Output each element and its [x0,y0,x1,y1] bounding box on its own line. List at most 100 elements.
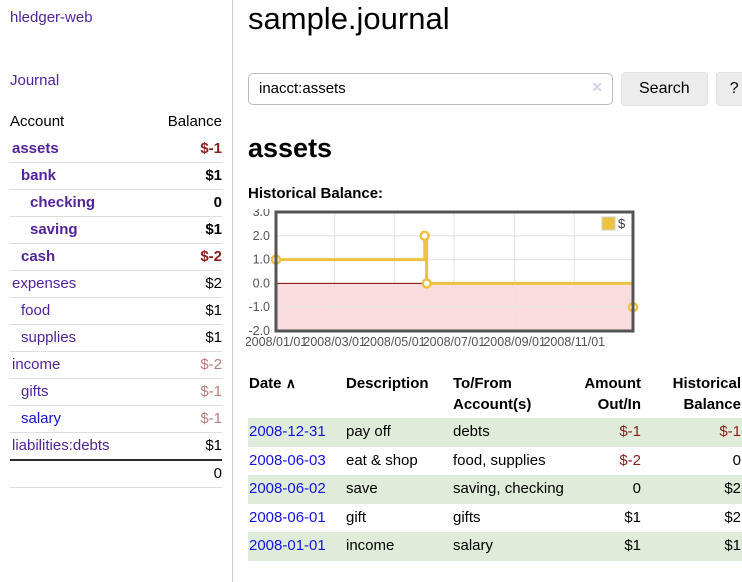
clear-search-icon[interactable]: ✕ [591,78,603,95]
account-row: checking 0 [10,189,222,217]
y-tick-label: -2.0 [248,324,270,338]
account-row: salary $-1 [10,405,222,433]
transaction-date-link[interactable]: 2008-06-01 [249,508,326,526]
register-row: 2008-01-01 income salary $1 $1 [248,532,742,561]
account-balance: $-2 [147,243,222,271]
register-description-cell: pay off [346,423,391,441]
account-row: income $-2 [10,351,222,379]
account-balance: $-2 [147,351,222,379]
transaction-date-link[interactable]: 2008-12-31 [249,423,326,441]
accounts-total-value: 0 [147,459,222,488]
account-cell: assets [10,136,148,163]
account-cell: gifts [10,378,148,406]
register-description-cell: income [346,537,395,555]
account-row: expenses $2 [10,270,222,298]
x-tick-label: 2008/11/01 [543,335,605,349]
account-balance: $-1 [147,136,222,163]
y-tick-label: 2.0 [253,229,270,243]
account-balance: $1 [147,324,222,352]
register-accounts-cell: gifts [453,508,481,526]
register-header-description: Description [345,371,452,419]
account-balance: $2 [147,270,222,298]
account-link[interactable]: bank [21,167,57,184]
register-row: 2008-12-31 pay off debts $-1 $-1 [248,418,742,447]
search-input[interactable] [248,72,613,105]
y-tick-label: 1.0 [253,252,270,266]
x-tick-label: 2008/07/01 [423,335,486,349]
account-balance: $-1 [147,378,222,406]
account-row: cash $-2 [10,243,222,271]
account-link[interactable]: income [12,356,61,373]
x-tick-label: 2008/01/01 [246,335,307,349]
register-row: 2008-06-02 save saving, checking 0 $2 [248,475,742,504]
register-accounts-cell: saving, checking [453,480,564,498]
legend-swatch [601,216,616,231]
account-link[interactable]: food [21,302,51,319]
account-link[interactable]: expenses [12,275,77,292]
account-link[interactable]: liabilities:debts [12,437,110,454]
sort-asc-icon[interactable]: ∧ [285,374,296,391]
account-row: food $1 [10,297,222,325]
account-balance: $1 [205,437,222,454]
register-date-cell: 2008-01-01 [248,532,345,561]
register-amount-cell: 0 [632,480,641,498]
accounts-header-row: Account Balance [10,110,222,136]
register-date-cell: 2008-06-01 [248,504,345,533]
account-link[interactable]: cash [21,248,56,265]
register-amount-cell: $-1 [619,423,641,441]
account-balance: $1 [147,297,222,325]
register-header-date[interactable]: Date ∧ [248,371,345,419]
account-balance: $1 [147,162,222,190]
header-line2: Account(s) [453,396,532,414]
account-balance: 0 [147,189,222,217]
search-form: ✕ Search ? [248,71,742,106]
account-row: gifts $-1 [10,378,222,406]
account-link[interactable]: salary [21,410,62,427]
register-header-historical: Historical Balance [642,371,742,419]
account-link[interactable]: supplies [21,329,77,346]
register-table: Date ∧ Description To/From Account(s) Amount… [248,371,742,561]
sidebar-item-journal[interactable]: Journal [10,72,60,89]
transaction-date-link[interactable]: 2008-06-03 [249,451,326,469]
brand-link[interactable]: hledger-web [10,9,93,26]
account-rows: assets $-1 bank $1 checking 0 saving $1 cash $-2 e… [10,136,222,460]
header-line2: Out/In [597,396,641,414]
register-header-amount: Amount Out/In [566,371,642,419]
accounts-header-account: Account [10,113,65,130]
account-balance: $-1 [147,405,222,433]
search-button[interactable]: Search [621,71,708,106]
account-link[interactable]: assets [12,140,59,157]
account-cell: checking [10,189,148,217]
account-cell: supplies [10,324,148,352]
register-header-row: Date ∧ Description To/From Account(s) Amount… [248,371,742,419]
account-row: assets $-1 [10,136,222,163]
register-date-cell: 2008-06-02 [248,475,345,504]
register-balance-cell: 0 [732,451,741,469]
account-link[interactable]: gifts [21,383,49,400]
register-date-cell: 2008-06-03 [248,447,345,476]
register-row: 2008-06-03 eat & shop food, supplies $-2 0 [248,447,742,476]
account-cell: food [10,297,148,325]
register-header-tofrom: To/From Account(s) [452,371,566,419]
register-accounts-cell: salary [453,537,494,555]
main-content: sample.journal ✕ Search ? assets Histori… [233,0,742,582]
account-cell: income [10,351,148,379]
register-rows: 2008-12-31 pay off debts $-1 $-1 2008-06-03 ea… [248,418,742,561]
transaction-date-link[interactable]: 2008-06-02 [249,480,326,498]
plot-border [274,210,635,333]
transaction-date-link[interactable]: 2008-01-01 [249,537,326,555]
register-balance-cell: $2 [724,480,741,498]
help-button[interactable]: ? [715,71,742,106]
x-tick-label: 2008/09/01 [483,335,546,349]
register-header: Date ∧ Description To/From Account(s) Amount… [248,371,742,419]
header-line2: Balance [683,396,741,414]
legend-label: $ [618,216,626,231]
register-amount-cell: $1 [624,508,641,526]
account-row: supplies $1 [10,324,222,352]
account-cell: expenses [10,270,148,298]
search-input-wrap: ✕ [248,72,613,105]
account-link[interactable]: saving [30,221,78,238]
balance-chart: $3.0 2.0 1.0 0.0 -1.0 -2.02008/01/012008/03/0… [246,209,639,349]
account-cell: salary [10,405,148,433]
account-link[interactable]: checking [30,194,96,211]
